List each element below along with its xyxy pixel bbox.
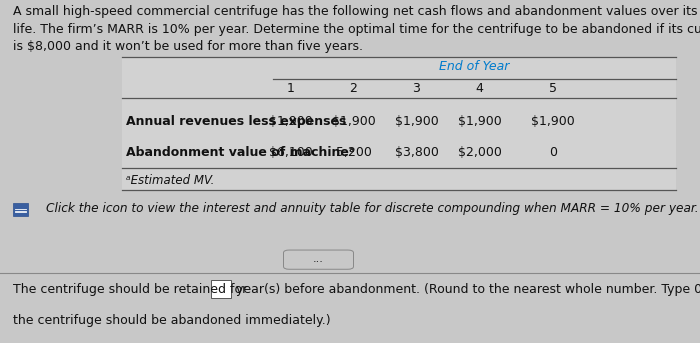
Text: $1,900: $1,900 xyxy=(531,115,575,128)
Text: Annual revenues less expenses: Annual revenues less expenses xyxy=(126,115,346,128)
Text: ...: ... xyxy=(313,254,324,264)
Text: year(s) before abandonment. (Round to the nearest whole number. Type 0 if: year(s) before abandonment. (Round to th… xyxy=(236,283,700,296)
Text: 1: 1 xyxy=(286,82,295,95)
Text: 5,200: 5,200 xyxy=(335,146,372,159)
Bar xyxy=(122,57,676,190)
Bar xyxy=(211,280,231,298)
Text: $1,900: $1,900 xyxy=(269,115,312,128)
Text: 4: 4 xyxy=(475,82,484,95)
Text: $1,900: $1,900 xyxy=(458,115,501,128)
Text: ᵃEstimated MV.: ᵃEstimated MV. xyxy=(126,174,214,187)
Text: 5: 5 xyxy=(549,82,557,95)
Text: $3,800: $3,800 xyxy=(395,146,438,159)
Text: $1,900: $1,900 xyxy=(395,115,438,128)
Text: $2,000: $2,000 xyxy=(458,146,501,159)
Text: End of Year: End of Year xyxy=(439,60,510,73)
Text: The centrifuge should be retained for: The centrifuge should be retained for xyxy=(13,283,247,296)
FancyBboxPatch shape xyxy=(284,250,354,269)
Text: Abandonment value of machineᵃ: Abandonment value of machineᵃ xyxy=(126,146,355,159)
Bar xyxy=(13,203,28,216)
Text: Click the icon to view the interest and annuity table for discrete compounding w: Click the icon to view the interest and … xyxy=(46,202,698,215)
Text: the centrifuge should be abandoned immediately.): the centrifuge should be abandoned immed… xyxy=(13,314,330,327)
Text: A small high-speed commercial centrifuge has the following net cash flows and ab: A small high-speed commercial centrifuge… xyxy=(13,5,700,53)
Text: 2: 2 xyxy=(349,82,358,95)
Text: $1,900: $1,900 xyxy=(332,115,375,128)
Text: $6,100: $6,100 xyxy=(269,146,312,159)
Text: 0: 0 xyxy=(549,146,557,159)
Text: 3: 3 xyxy=(412,82,421,95)
